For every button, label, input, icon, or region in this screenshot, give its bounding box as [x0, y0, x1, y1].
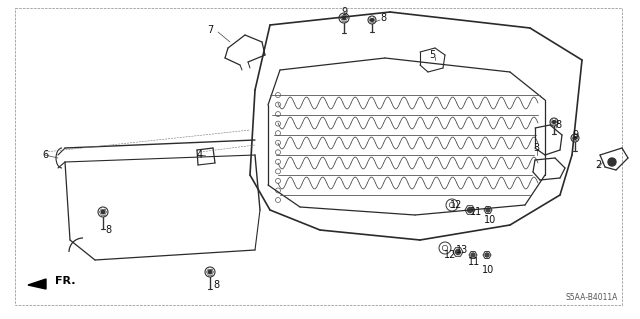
Text: 3: 3	[533, 143, 539, 153]
Circle shape	[467, 207, 472, 212]
Text: 12: 12	[444, 250, 456, 260]
Text: S5AA-B4011A: S5AA-B4011A	[566, 293, 618, 302]
Circle shape	[208, 270, 212, 274]
Text: 2: 2	[595, 160, 601, 170]
Text: 8: 8	[105, 225, 111, 235]
Circle shape	[342, 16, 346, 20]
Text: 9: 9	[341, 7, 347, 17]
Text: 12: 12	[450, 200, 462, 210]
Polygon shape	[28, 279, 46, 289]
Text: 6: 6	[42, 150, 48, 160]
Circle shape	[552, 121, 556, 123]
Circle shape	[371, 19, 373, 21]
Circle shape	[101, 210, 105, 214]
Text: 4: 4	[197, 150, 203, 160]
Text: 10: 10	[482, 265, 494, 275]
Text: 7: 7	[207, 25, 213, 35]
Circle shape	[573, 137, 577, 139]
Text: 10: 10	[484, 215, 496, 225]
Circle shape	[456, 249, 461, 255]
Text: FR.: FR.	[55, 276, 76, 286]
Circle shape	[485, 253, 489, 257]
Circle shape	[471, 253, 475, 257]
Text: 8: 8	[213, 280, 219, 290]
Text: 11: 11	[468, 257, 480, 267]
Text: 11: 11	[470, 207, 482, 217]
Text: 8: 8	[380, 13, 386, 23]
Text: 13: 13	[456, 245, 468, 255]
Text: 8: 8	[555, 120, 561, 130]
Text: 9: 9	[572, 130, 578, 140]
Circle shape	[608, 158, 616, 166]
Text: 5: 5	[429, 50, 435, 60]
Circle shape	[486, 208, 490, 212]
